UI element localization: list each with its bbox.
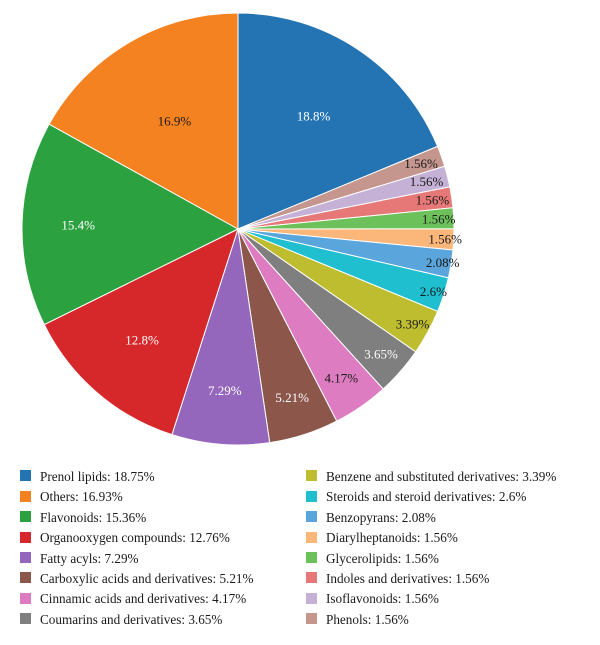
slice-label-phenols: 1.56% (404, 156, 438, 171)
legend-label: Phenols: 1.56% (326, 611, 409, 627)
slice-label-benzene-and-substituted-derivatives: 3.39% (396, 316, 430, 331)
legend-item-isoflavonoids: Isoflavonoids: 1.56% (306, 588, 596, 608)
legend-label: Prenol lipids: 18.75% (40, 468, 155, 484)
legend-label: Carboxylic acids and derivatives: 5.21% (40, 570, 254, 586)
legend-item-phenols: Phenols: 1.56% (306, 609, 596, 629)
legend-item-carboxylic-acids-and-derivatives: Carboxylic acids and derivatives: 5.21% (20, 568, 310, 588)
slice-label-flavonoids: 15.4% (61, 218, 95, 233)
slice-label-cinnamic-acids-and-derivatives: 4.17% (325, 371, 359, 386)
legend-column-right: Benzene and substituted derivatives: 3.3… (306, 466, 596, 629)
legend-label: Benzopyrans: 2.08% (326, 509, 436, 525)
legend-label: Fatty acyls: 7.29% (40, 550, 139, 566)
pie-slice-organooxygen-compounds (43, 228, 239, 436)
legend-label: Others: 16.93% (40, 489, 123, 505)
legend-swatch (306, 572, 317, 584)
legend-swatch (306, 531, 317, 543)
legend-item-cinnamic-acids-and-derivatives: Cinnamic acids and derivatives: 4.17% (20, 588, 310, 608)
pie-slice-flavonoids (21, 123, 240, 326)
slice-label-organooxygen-compounds: 12.8% (125, 333, 159, 348)
legend-swatch (20, 511, 31, 523)
slice-label-indoles-and-derivatives: 1.56% (416, 193, 450, 208)
slice-label-benzopyrans: 2.08% (426, 255, 460, 270)
slice-label-diarylheptanoids: 1.56% (428, 232, 462, 247)
legend-label: Cinnamic acids and derivatives: 4.17% (40, 591, 247, 607)
legend-item-benzopyrans: Benzopyrans: 2.08% (306, 507, 596, 527)
legend-item-flavonoids: Flavonoids: 15.36% (20, 507, 310, 527)
slice-label-coumarins-and-derivatives: 3.65% (364, 347, 398, 362)
legend-swatch (306, 552, 317, 564)
legend-swatch (306, 592, 317, 604)
legend-swatch (20, 613, 31, 625)
pie-chart: 18.8% 1.56% 1.56% 1.56% 1.56% 1.56% 2.08% 2.6% 3… (21, 12, 462, 446)
legend-label: Isoflavonoids: 1.56% (326, 591, 439, 607)
legend-label: Coumarins and derivatives: 3.65% (40, 611, 223, 627)
legend-swatch (20, 572, 31, 584)
legend-swatch (20, 552, 31, 564)
legend-swatch (306, 613, 317, 625)
legend-swatch (306, 511, 317, 523)
legend-label: Steroids and steroid derivatives: 2.6% (326, 489, 527, 505)
legend-item-others: Others: 16.93% (20, 486, 310, 506)
legend-swatch (306, 470, 317, 482)
legend-swatch (20, 531, 31, 543)
legend-item-fatty-acyls: Fatty acyls: 7.29% (20, 548, 310, 568)
slice-label-fatty-acyls: 7.29% (208, 383, 242, 398)
slice-label-steroids-and-steroid-derivatives: 2.6% (420, 284, 447, 299)
slice-label-others: 16.9% (158, 114, 192, 129)
legend-item-prenol-lipids: Prenol lipids: 18.75% (20, 466, 310, 486)
pie-slice-others (48, 12, 239, 230)
slice-label-prenol-lipids: 18.8% (297, 108, 331, 123)
legend-item-coumarins-and-derivatives: Coumarins and derivatives: 3.65% (20, 609, 310, 629)
slice-label-carboxylic-acids-and-derivatives: 5.21% (275, 390, 309, 405)
legend-item-diarylheptanoids: Diarylheptanoids: 1.56% (306, 527, 596, 547)
chart-legend: Prenol lipids: 18.75% Others: 16.93% Flavo… (20, 466, 590, 636)
legend-label: Indoles and derivatives: 1.56% (326, 570, 490, 586)
legend-label: Benzene and substituted derivatives: 3.3… (326, 468, 557, 484)
legend-item-benzene-and-substituted-derivatives: Benzene and substituted derivatives: 3.3… (306, 466, 596, 486)
slice-label-isoflavonoids: 1.56% (410, 174, 444, 189)
legend-swatch (20, 490, 31, 502)
legend-item-glycerolipids: Glycerolipids: 1.56% (306, 548, 596, 568)
slice-label-glycerolipids: 1.56% (422, 212, 456, 227)
legend-swatch (306, 490, 317, 502)
legend-item-organooxygen-compounds: Organooxygen compounds: 12.76% (20, 527, 310, 547)
legend-column-left: Prenol lipids: 18.75% Others: 16.93% Flavo… (20, 466, 310, 629)
legend-label: Flavonoids: 15.36% (40, 509, 147, 525)
legend-label: Diarylheptanoids: 1.56% (326, 529, 458, 545)
legend-swatch (20, 592, 31, 604)
legend-item-steroids-and-steroid-derivatives: Steroids and steroid derivatives: 2.6% (306, 486, 596, 506)
legend-label: Organooxygen compounds: 12.76% (40, 529, 230, 545)
pie-slice-fatty-acyls (171, 228, 271, 446)
legend-swatch (20, 470, 31, 482)
pie-slice-prenol-lipids (237, 12, 439, 230)
legend-item-indoles-and-derivatives: Indoles and derivatives: 1.56% (306, 568, 596, 588)
legend-label: Glycerolipids: 1.56% (326, 550, 439, 566)
